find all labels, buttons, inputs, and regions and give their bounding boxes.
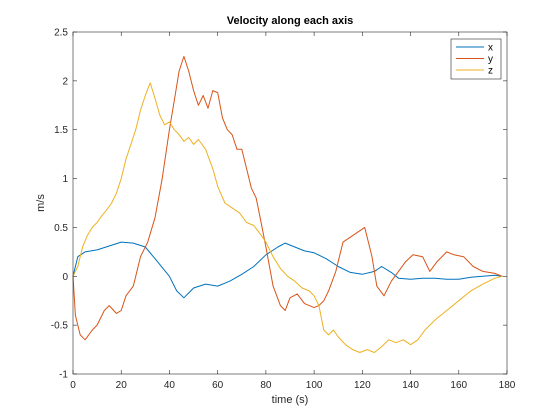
series-line-x (72, 241, 503, 299)
y-tick-label: 1.5 (54, 125, 68, 136)
x-tick-label: 100 (306, 380, 323, 391)
x-tick-label: 160 (450, 380, 467, 391)
plot-area (73, 32, 507, 374)
x-tick-label: 140 (402, 380, 419, 391)
x-tick-label: 20 (116, 380, 128, 391)
x-tick-label: 180 (499, 380, 516, 391)
legend-label-x: x (488, 43, 493, 54)
y-tick-label: 0.5 (54, 223, 68, 234)
series-group (72, 55, 503, 353)
legend: xyz (450, 38, 502, 80)
x-tick-label: 60 (212, 380, 224, 391)
x-axis: 0 20 40 60 80 100 120 140 160 180 (70, 32, 516, 391)
x-tick-label: 0 (70, 380, 76, 391)
y-tick-label: 2 (62, 76, 68, 87)
x-tick-label: 80 (260, 380, 272, 391)
y-tick-label: -0.5 (51, 321, 69, 332)
y-axis: -1 -0.5 0 0.5 1 1.5 2 2.5 (51, 28, 507, 381)
x-axis-label: time (s) (272, 394, 309, 406)
plot-frame (72, 31, 508, 375)
series-line-y (72, 55, 503, 341)
x-tick-label: 120 (354, 380, 371, 391)
legend-label-y: y (488, 54, 493, 65)
y-tick-label: 2.5 (54, 28, 68, 39)
legend-label-z: z (488, 66, 493, 77)
y-tick-label: -1 (59, 370, 68, 381)
y-tick-label: 1 (62, 174, 68, 185)
series-line-z (72, 82, 503, 353)
y-axis-label: m/s (35, 194, 47, 212)
x-tick-label: 40 (164, 380, 176, 391)
chart-title: Velocity along each axis (227, 15, 354, 27)
y-tick-label: 0 (62, 272, 68, 283)
